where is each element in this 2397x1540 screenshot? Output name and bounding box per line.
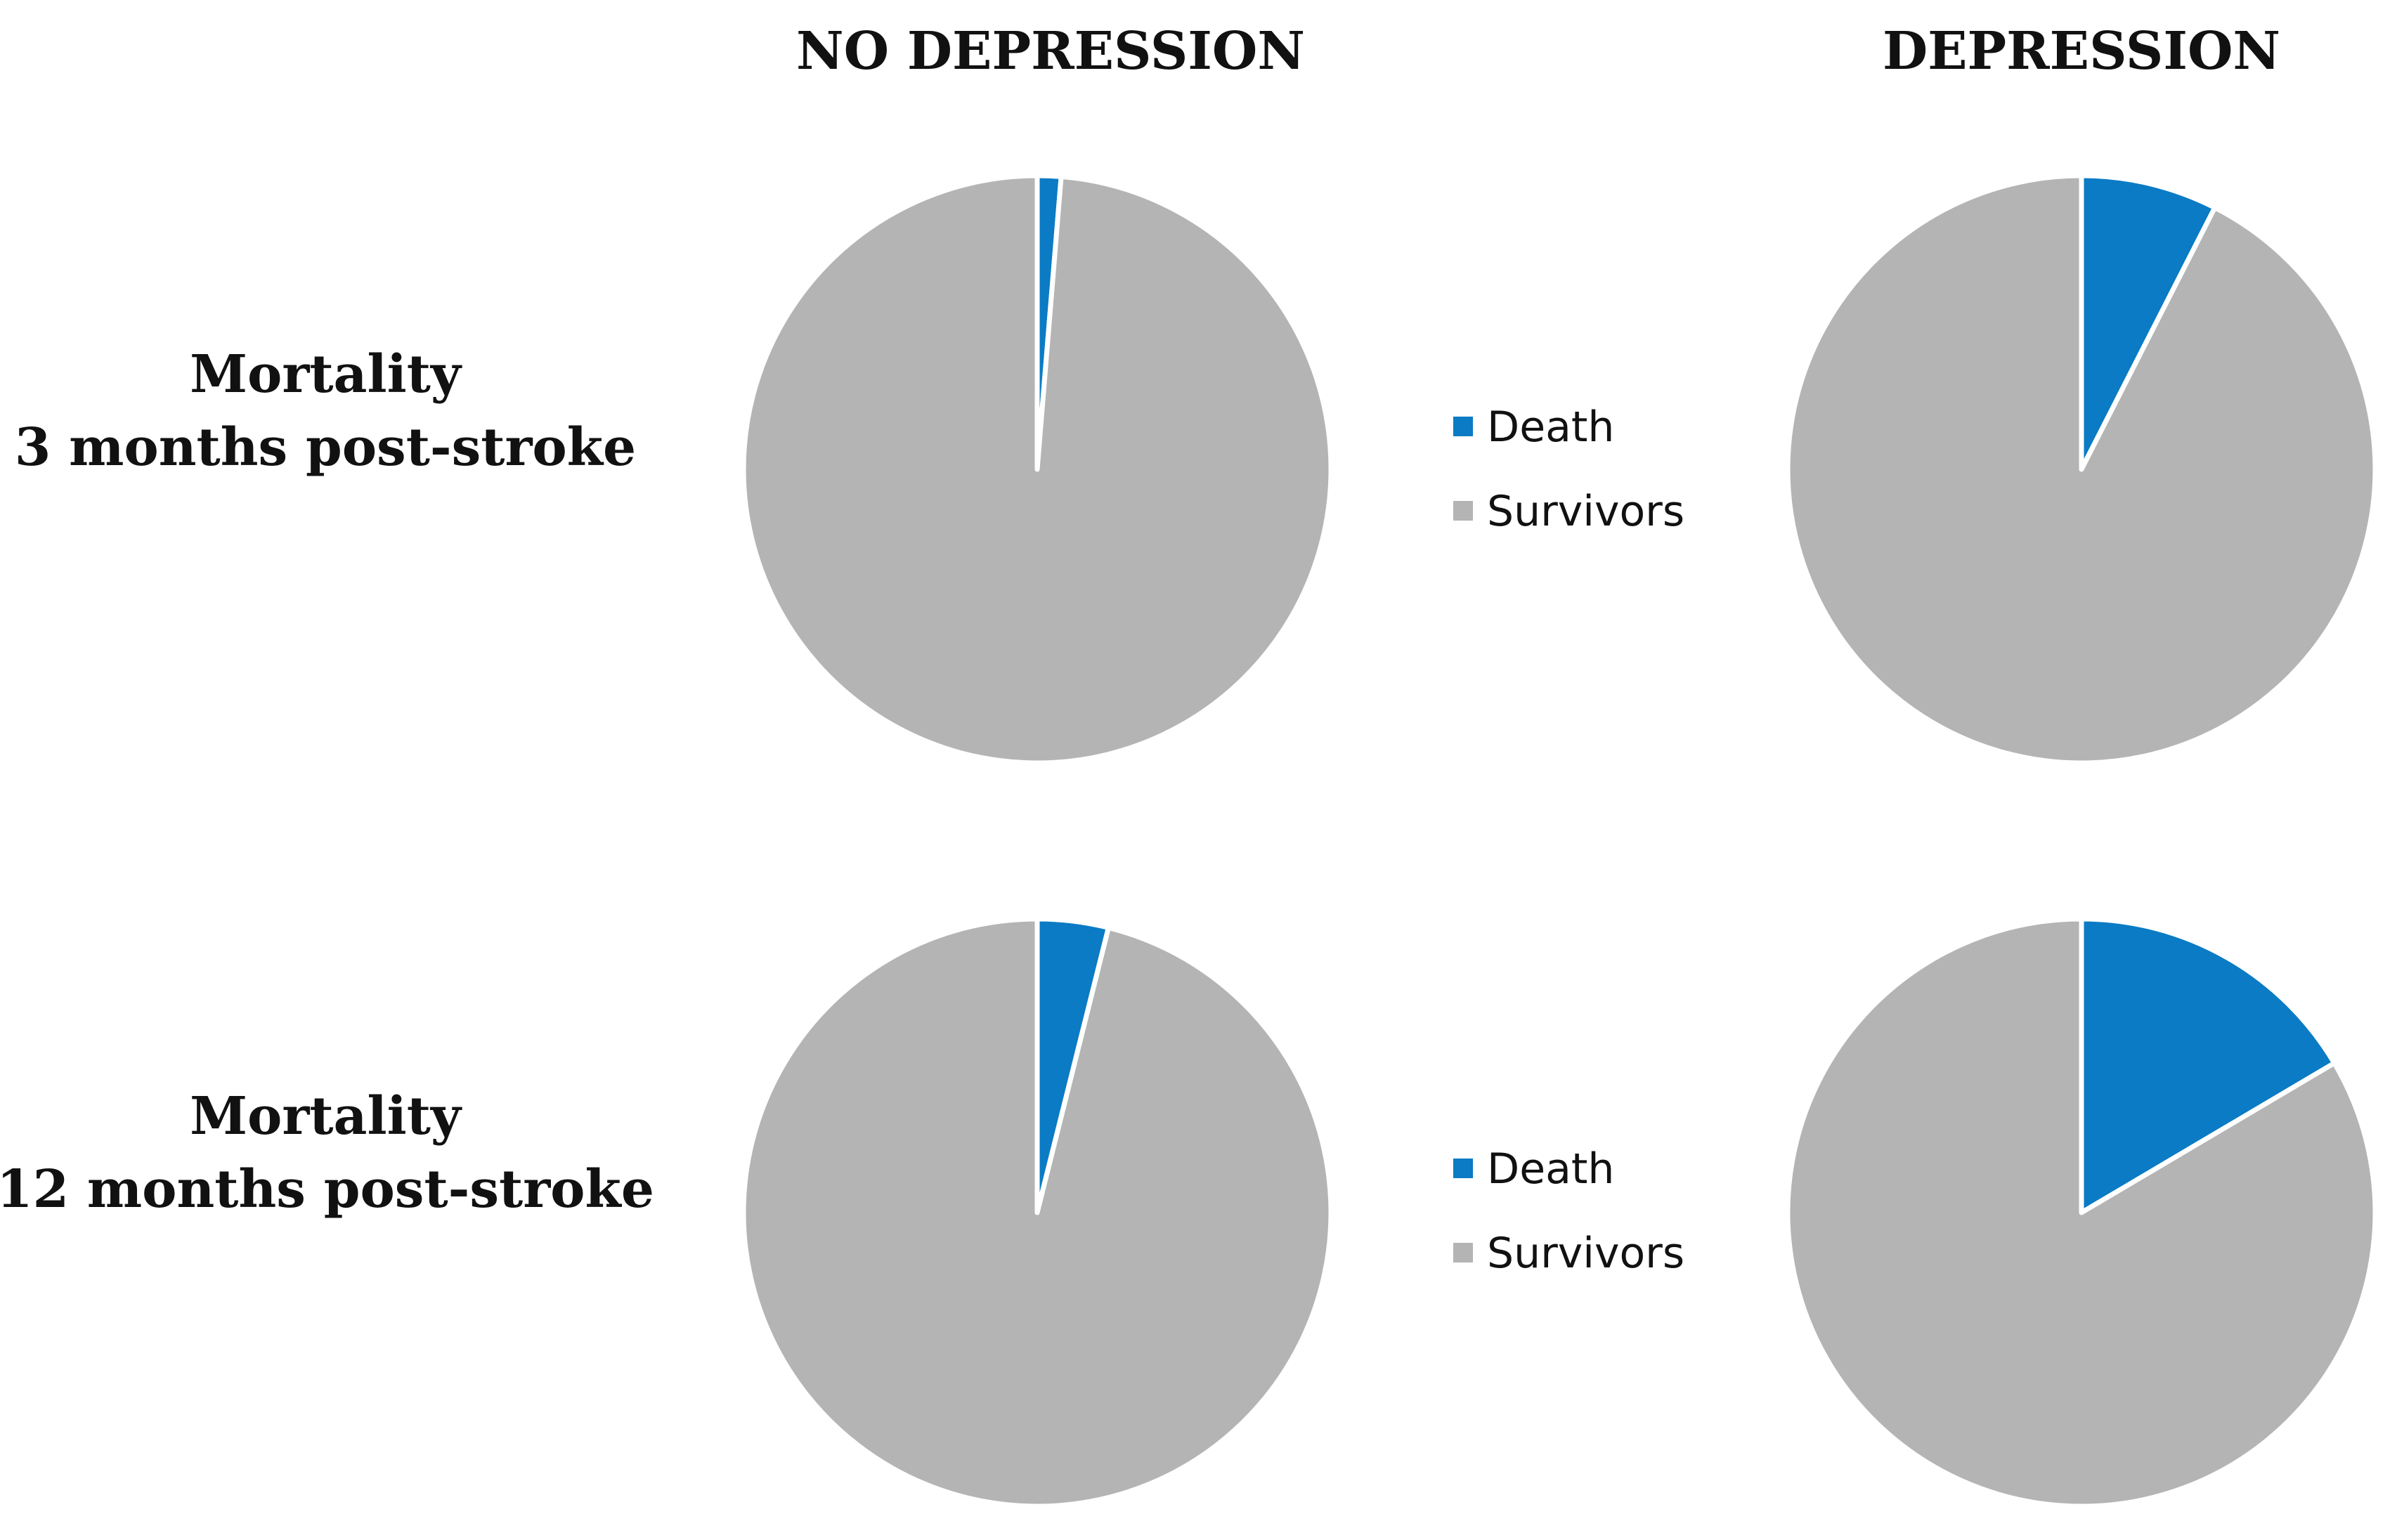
pie-12months-depression (1785, 916, 2378, 1509)
legend-label-death: Death (1487, 403, 1614, 452)
legend-label-survivors: Survivors (1487, 1229, 1684, 1278)
row-title-12-months-line1: Mortality (190, 1086, 462, 1147)
pie-slice-death (2079, 173, 2218, 472)
pie-3months-no-depression (741, 173, 1334, 766)
column-title-no-depression: NO DEPRESSION (796, 21, 1305, 81)
row-title-12-months-line2: 12 months post-stroke (0, 1159, 654, 1220)
pie-slice-survivors (741, 173, 1334, 766)
legend-label-death: Death (1487, 1144, 1614, 1194)
row-title-3-months-line1: Mortality (190, 344, 462, 405)
pie-12months-no-depression (741, 916, 1334, 1509)
pie-slice-survivors (741, 916, 1334, 1509)
legend-swatch-survivors (1453, 1243, 1473, 1262)
legend-swatch-survivors (1453, 501, 1473, 521)
pie-3months-depression (1785, 173, 2378, 766)
legend-swatch-death (1453, 417, 1473, 436)
row-title-3-months-line2: 3 months post-stroke (15, 417, 636, 478)
pie-slice-death (2079, 916, 2337, 1215)
column-title-depression: DEPRESSION (1883, 21, 2280, 81)
pie-slice-survivors (1785, 173, 2378, 766)
legend-swatch-death (1453, 1159, 1473, 1178)
legend-label-survivors: Survivors (1487, 487, 1684, 536)
legend-row-3-months: Death Survivors (1453, 403, 1684, 536)
legend-row-12-months: Death Survivors (1453, 1144, 1684, 1278)
pie-slice-survivors (1785, 916, 2378, 1509)
